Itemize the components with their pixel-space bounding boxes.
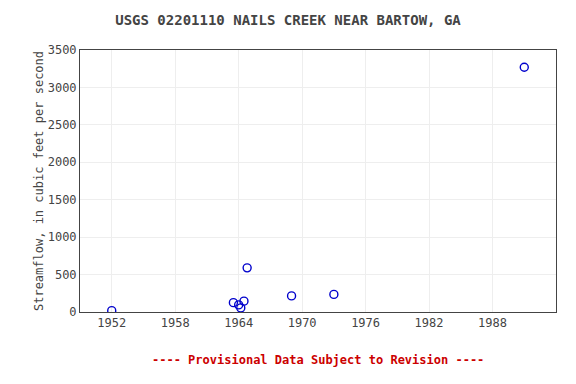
svg-text:1982: 1982 [415, 316, 444, 330]
svg-text:1958: 1958 [161, 316, 190, 330]
svg-text:1970: 1970 [288, 316, 317, 330]
svg-text:2500: 2500 [48, 118, 77, 132]
svg-text:3000: 3000 [48, 81, 77, 95]
svg-text:2000: 2000 [48, 155, 77, 169]
svg-text:1988: 1988 [478, 316, 507, 330]
svg-text:0: 0 [69, 305, 76, 319]
svg-text:Streamflow, in cubic feet per: Streamflow, in cubic feet per second [32, 51, 46, 311]
svg-text:1964: 1964 [224, 316, 253, 330]
svg-text:1976: 1976 [351, 316, 380, 330]
svg-text:1952: 1952 [97, 316, 126, 330]
svg-text:1500: 1500 [48, 193, 77, 207]
svg-text:---- Provisional Data Subject: ---- Provisional Data Subject to Revisio… [152, 353, 484, 367]
svg-text:USGS 02201110 NAILS CREEK NEAR: USGS 02201110 NAILS CREEK NEAR BARTOW, G… [115, 12, 461, 28]
svg-text:3500: 3500 [48, 43, 77, 57]
svg-text:1000: 1000 [48, 230, 77, 244]
svg-text:500: 500 [55, 268, 77, 282]
